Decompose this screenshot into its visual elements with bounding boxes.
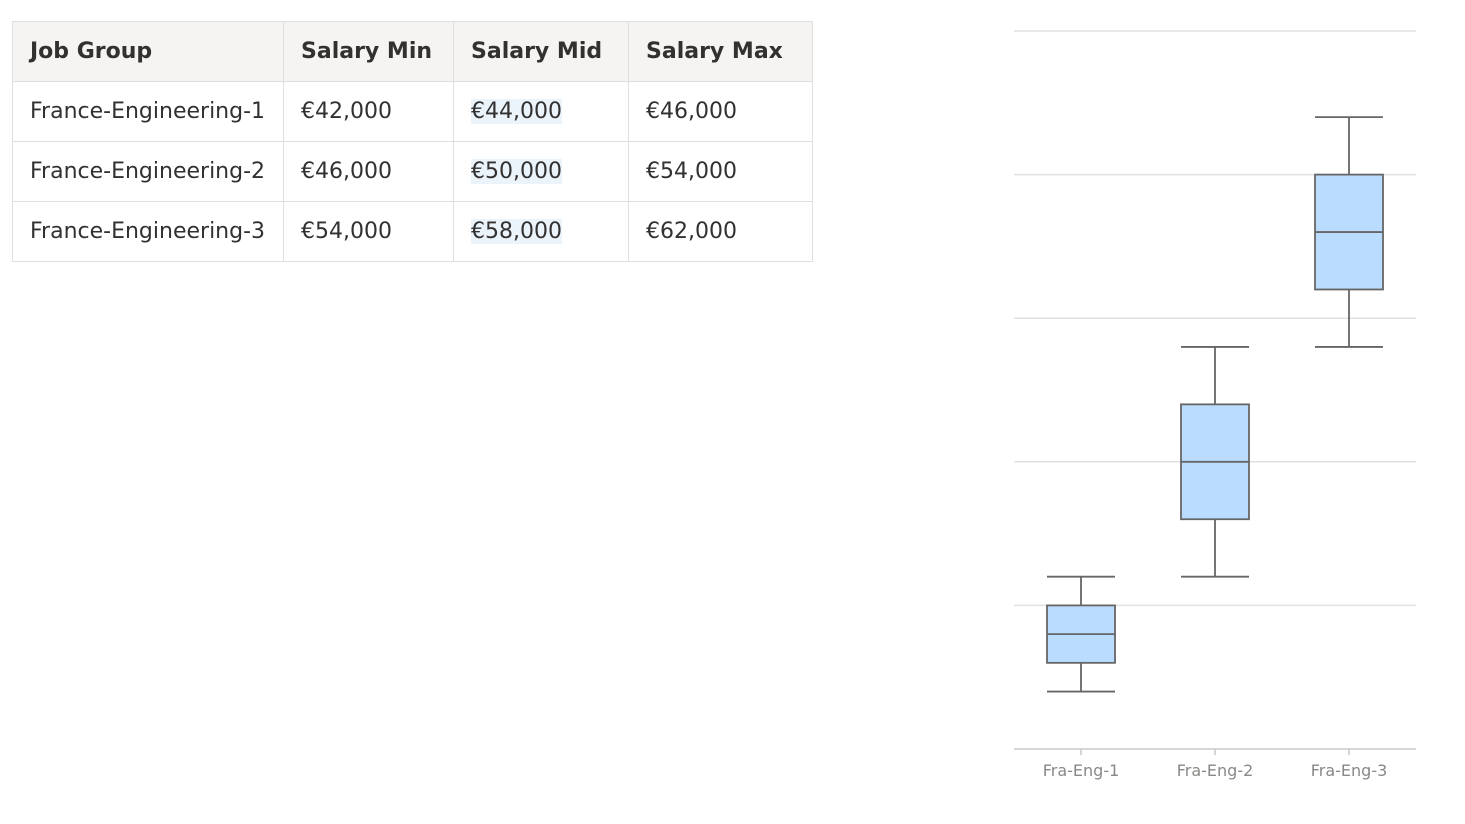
salary-table: Job Group Salary Min Salary Mid Salary M… <box>12 21 813 262</box>
box-3 <box>1314 173 1384 291</box>
table-row[interactable]: France-Engineering-1 €42,000 €44,000 €46… <box>12 81 813 142</box>
table-row[interactable]: France-Engineering-2 €46,000 €50,000 €54… <box>12 141 813 202</box>
salary-mid-value: €44,000 <box>471 99 562 124</box>
cell-salary-min[interactable]: €42,000 <box>283 81 454 142</box>
cell-job-group[interactable]: France-Engineering-2 <box>12 141 284 202</box>
header-salary-max[interactable]: Salary Max <box>628 21 813 82</box>
cell-salary-mid[interactable]: €44,000 <box>453 81 629 142</box>
table-row[interactable]: France-Engineering-3 €54,000 €58,000 €62… <box>12 201 813 262</box>
box-2 <box>1180 403 1250 521</box>
salary-mid-value: €50,000 <box>471 159 562 184</box>
x-tick-label: Fra-Eng-2 <box>1177 761 1254 780</box>
salary-mid-value: €58,000 <box>471 219 562 244</box>
cell-salary-mid[interactable]: €58,000 <box>453 201 629 262</box>
x-tick-label: Fra-Eng-1 <box>1043 761 1120 780</box>
cell-salary-mid[interactable]: €50,000 <box>453 141 629 202</box>
header-salary-min[interactable]: Salary Min <box>283 21 454 82</box>
cell-salary-max[interactable]: €54,000 <box>628 141 813 202</box>
cell-job-group[interactable]: France-Engineering-1 <box>12 81 284 142</box>
cell-salary-max[interactable]: €62,000 <box>628 201 813 262</box>
cell-job-group[interactable]: France-Engineering-3 <box>12 201 284 262</box>
salary-table-container: Job Group Salary Min Salary Mid Salary M… <box>12 21 813 262</box>
header-salary-mid[interactable]: Salary Mid <box>453 21 629 82</box>
cell-salary-min[interactable]: €54,000 <box>283 201 454 262</box>
cell-salary-max[interactable]: €46,000 <box>628 81 813 142</box>
cell-salary-min[interactable]: €46,000 <box>283 141 454 202</box>
x-tick-label: Fra-Eng-3 <box>1311 761 1388 780</box>
table-header-row: Job Group Salary Min Salary Mid Salary M… <box>12 21 813 82</box>
box-1 <box>1046 604 1116 664</box>
header-job-group[interactable]: Job Group <box>12 21 284 82</box>
